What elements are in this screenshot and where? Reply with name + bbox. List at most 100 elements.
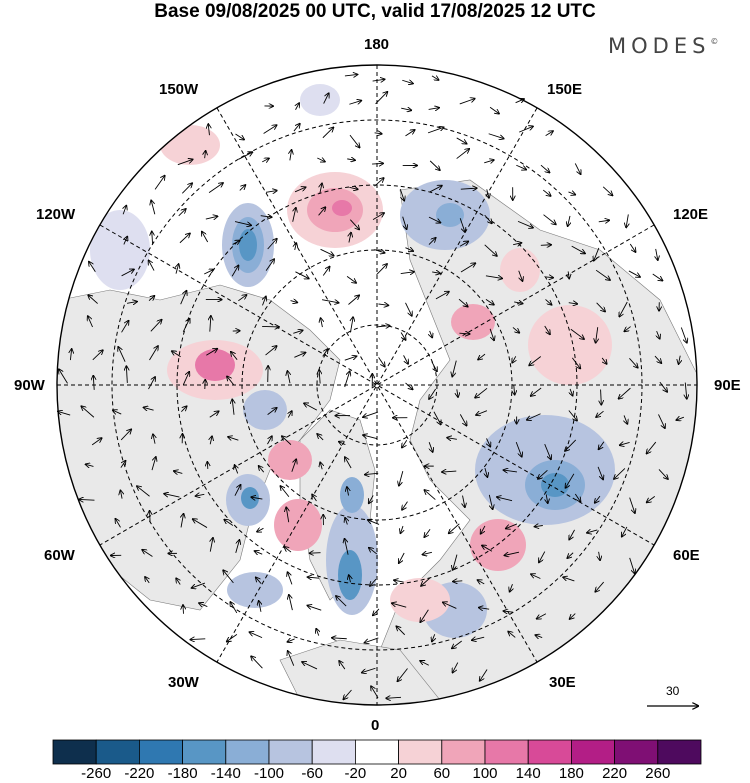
wind-arrow bbox=[401, 108, 411, 110]
colorbar-tick-label: 100 bbox=[472, 765, 498, 782]
lon-label-30e: 30E bbox=[549, 674, 576, 691]
wind-arrow bbox=[512, 356, 516, 362]
wind-arrow bbox=[428, 108, 439, 110]
colorbar-tick-labels: -260 -220 -180 -140 -100 -60 -20 20 60 100 140 180 2… bbox=[0, 766, 750, 783]
wind-arrow bbox=[570, 613, 576, 619]
wind-arrow bbox=[344, 371, 350, 388]
wind-arrow bbox=[629, 358, 637, 367]
wind-arrow bbox=[481, 525, 486, 534]
wind-arrow bbox=[568, 303, 578, 304]
wind-arrow bbox=[152, 232, 153, 244]
wind-arrow bbox=[308, 577, 320, 578]
wind-arrow bbox=[230, 602, 238, 614]
wind-arrow bbox=[89, 262, 96, 273]
wind-arrow bbox=[280, 486, 290, 498]
wind-arrow bbox=[535, 526, 543, 527]
wind-arrow bbox=[400, 272, 414, 274]
wind-arrow bbox=[497, 497, 513, 502]
wind-arrow bbox=[304, 403, 318, 411]
wind-arrow bbox=[405, 382, 413, 389]
wind-arrow bbox=[456, 149, 470, 159]
wind-arrow bbox=[349, 219, 359, 230]
wind-arrow bbox=[260, 216, 272, 217]
wind-arrow bbox=[228, 437, 239, 440]
wind-arrow bbox=[482, 545, 493, 552]
wind-arrow bbox=[91, 438, 101, 446]
wind-arrow bbox=[386, 697, 402, 698]
wind-arrow bbox=[453, 554, 458, 570]
colorbar-tick-label: -140 bbox=[210, 765, 241, 782]
wind-arrow bbox=[460, 188, 477, 189]
anomaly-high bbox=[268, 440, 312, 480]
wind-arrow bbox=[647, 441, 657, 453]
wind-arrow bbox=[365, 637, 379, 643]
wind-arrow bbox=[510, 584, 513, 591]
colorbar-tick-label: 140 bbox=[515, 765, 541, 782]
wind-arrow bbox=[459, 241, 468, 247]
wind-arrow bbox=[58, 411, 71, 416]
colorbar-tick-label: 260 bbox=[645, 765, 671, 782]
wind-arrow bbox=[265, 259, 274, 271]
wind-arrow bbox=[344, 74, 358, 75]
wind-arrow bbox=[289, 595, 293, 611]
wind-arrow bbox=[343, 689, 352, 699]
wind-arrow bbox=[210, 316, 211, 332]
wind-arrow bbox=[205, 151, 206, 159]
wind-arrow bbox=[88, 295, 98, 304]
wind-arrow bbox=[231, 266, 238, 277]
colorbar bbox=[52, 739, 702, 765]
wind-arrow bbox=[626, 214, 628, 227]
anomaly-low bbox=[227, 572, 283, 608]
anomaly-high bbox=[528, 305, 612, 385]
wind-arrow bbox=[376, 264, 387, 276]
wind-arrow bbox=[199, 603, 208, 606]
wind-arrow bbox=[652, 273, 663, 281]
wind-arrow bbox=[459, 333, 469, 334]
map-boundary bbox=[56, 64, 698, 706]
wind-arrow bbox=[287, 639, 295, 642]
wind-arrow bbox=[377, 326, 389, 327]
wind-arrow bbox=[349, 233, 351, 243]
wind-arrow bbox=[265, 346, 277, 356]
wind-arrow bbox=[149, 260, 155, 271]
wind-arrow bbox=[378, 304, 388, 305]
wind-arrow bbox=[120, 461, 126, 468]
wind-arrow bbox=[656, 248, 658, 260]
graticule bbox=[57, 65, 697, 705]
wind-arrow bbox=[316, 629, 318, 636]
wind-arrow bbox=[480, 669, 488, 680]
wind-arrow bbox=[349, 134, 360, 147]
wind-arrow bbox=[346, 275, 356, 283]
wind-arrow bbox=[508, 632, 516, 638]
wind-arrow bbox=[176, 578, 180, 585]
wind-arrow bbox=[485, 298, 494, 304]
wind-arrow bbox=[180, 291, 187, 305]
wind-arrow bbox=[431, 361, 437, 372]
wind-arrow bbox=[427, 127, 444, 134]
anomaly-low bbox=[300, 84, 340, 116]
wind-arrow bbox=[568, 192, 575, 195]
wind-arrow bbox=[516, 164, 526, 169]
wind-arrow bbox=[428, 216, 440, 223]
wind-arrow bbox=[574, 163, 580, 174]
wind-arrow bbox=[145, 577, 149, 584]
wind-arrow bbox=[291, 459, 296, 472]
wind-arrow bbox=[365, 473, 379, 474]
wind-arrow bbox=[232, 399, 234, 415]
wind-arrow bbox=[181, 406, 186, 412]
wind-arrow bbox=[124, 237, 127, 245]
wind-arrow bbox=[257, 528, 264, 531]
wind-arrow bbox=[545, 299, 551, 304]
wind-arrow bbox=[349, 575, 351, 583]
wind-arrow bbox=[453, 662, 459, 673]
wind-arrow bbox=[121, 269, 134, 277]
wind-arrow bbox=[484, 214, 492, 223]
wind-arrow bbox=[282, 436, 292, 445]
anomaly-low bbox=[436, 203, 464, 227]
wind-arrow bbox=[202, 232, 209, 243]
wind-arrow bbox=[529, 356, 542, 366]
wind-arrow bbox=[443, 602, 457, 609]
wind-arrow bbox=[86, 464, 94, 466]
wind-arrow bbox=[433, 411, 441, 425]
wind-arrow bbox=[210, 436, 212, 445]
